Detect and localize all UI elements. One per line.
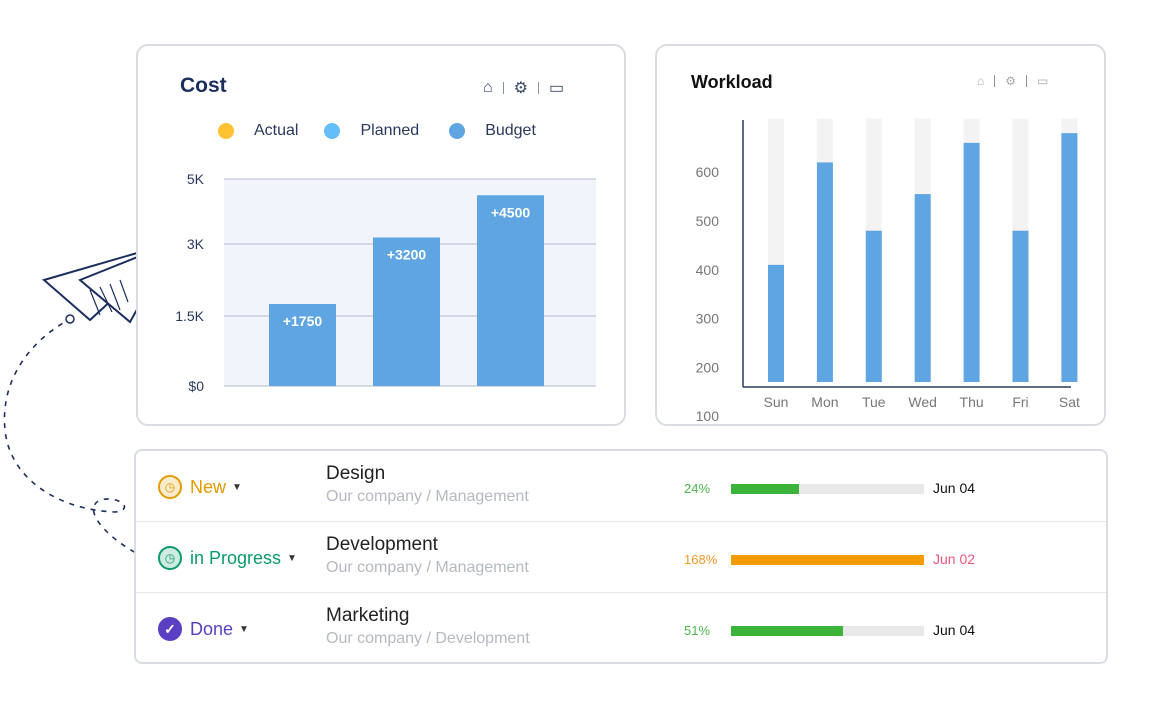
home-icon[interactable]: ⌂ [977, 74, 985, 88]
clock-icon: ◷ [158, 546, 182, 570]
task-path: Our company / Development [326, 630, 530, 647]
progress-bar [731, 555, 924, 565]
caret-down-icon: ▼ [239, 623, 249, 635]
status-label: New [190, 476, 227, 497]
status-label: Done [190, 618, 234, 639]
y-tick-label: 1.5K [175, 308, 204, 324]
y-tick-label: 3K [187, 236, 205, 252]
check-icon: ✓ [158, 617, 182, 641]
x-tick-label: Sun [764, 394, 789, 410]
cost-bar [269, 304, 336, 386]
wallet-icon[interactable]: ▭ [549, 80, 565, 97]
workload-bar [1061, 133, 1078, 382]
progress-percent: 168% [684, 552, 718, 567]
y-tick-label: 500 [696, 213, 720, 229]
wallet-icon[interactable]: ▭ [1037, 74, 1049, 88]
workload-toolbar: ⌂ ⚙ ▭ [977, 74, 1048, 88]
gear-icon[interactable]: ⚙ [1005, 74, 1017, 88]
x-tick-label: Sat [1059, 394, 1080, 410]
workload-bar [1012, 230, 1029, 382]
status-dropdown[interactable]: ◷ New ▼ [158, 475, 242, 499]
progress-percent: 24% [684, 481, 711, 496]
task-path: Our company / Management [326, 488, 529, 505]
workload-bar [914, 194, 931, 382]
legend-label: Actual [254, 122, 299, 139]
x-tick-label: Tue [862, 394, 886, 410]
legend-label: Budget [485, 122, 536, 139]
bar-data-label: +3200 [387, 247, 427, 263]
clock-icon: ◷ [158, 475, 182, 499]
cost-card: Cost ⌂ ⚙ ▭ Actual Planned Budget $0 1.5K 3… [136, 44, 626, 426]
cost-toolbar: ⌂ ⚙ ▭ [483, 78, 564, 98]
cost-bar [477, 195, 544, 386]
legend-dot-actual [218, 123, 234, 139]
task-name[interactable]: Design [326, 463, 386, 484]
status-dropdown[interactable]: ◷ in Progress ▼ [158, 546, 297, 570]
y-tick-label: 600 [696, 164, 720, 180]
y-tick-label: 5K [187, 171, 205, 187]
due-date: Jun 02 [933, 551, 976, 567]
x-tick-label: Fri [1012, 394, 1028, 410]
progress-percent: 51% [684, 623, 711, 638]
bar-data-label: +4500 [491, 204, 531, 220]
y-tick-label: 100 [696, 408, 720, 424]
workload-bar [865, 230, 882, 382]
bar-data-label: +1750 [283, 313, 323, 329]
y-tick-label: $0 [188, 378, 204, 394]
progress-fill [731, 555, 924, 565]
progress-bar [731, 626, 924, 636]
caret-down-icon: ▼ [232, 481, 242, 493]
progress-fill [731, 484, 799, 494]
x-tick-label: Mon [811, 394, 838, 410]
workload-card: Workload ⌂ ⚙ ▭ 100 200 300 400 500 600 Sun Mon T… [655, 44, 1106, 426]
task-table: ◷ New ▼ Design Our company / Management … [134, 449, 1108, 664]
cost-bar [373, 237, 440, 386]
status-dropdown[interactable]: ✓ Done ▼ [158, 617, 249, 641]
workload-chart: 100 200 300 400 500 600 Sun Mon Tue Wed Thu Fri Sat [696, 118, 1080, 424]
y-tick-label: 200 [696, 359, 720, 375]
cost-chart: $0 1.5K 3K 5K +1750 +3200 +4500 [175, 171, 596, 394]
legend-label: Planned [360, 122, 420, 139]
caret-down-icon: ▼ [287, 552, 297, 564]
y-tick-label: 400 [696, 262, 720, 278]
task-row[interactable]: ◷ in Progress ▼ Development Our company … [136, 522, 1106, 593]
task-row[interactable]: ◷ New ▼ Design Our company / Management … [136, 451, 1106, 522]
legend-dot-budget [449, 123, 466, 139]
task-row[interactable]: ✓ Done ▼ Marketing Our company / Develop… [136, 593, 1106, 664]
legend-dot-planned [324, 123, 341, 139]
task-path: Our company / Management [326, 559, 529, 576]
cost-legend: Actual Planned Budget [218, 122, 562, 140]
progress-bar [731, 484, 924, 494]
y-tick-label: 300 [696, 311, 720, 327]
workload-bar [816, 162, 833, 382]
workload-bar [768, 264, 784, 382]
home-icon[interactable]: ⌂ [483, 79, 493, 96]
task-name[interactable]: Development [326, 534, 438, 555]
status-label: in Progress [190, 547, 282, 568]
task-name[interactable]: Marketing [326, 605, 410, 626]
gear-icon[interactable]: ⚙ [513, 80, 529, 97]
cost-title: Cost [180, 74, 227, 97]
progress-fill [731, 626, 843, 636]
workload-title: Workload [691, 72, 773, 92]
x-tick-label: Thu [960, 394, 984, 410]
workload-bar [963, 142, 980, 382]
x-tick-label: Wed [908, 394, 937, 410]
due-date: Jun 04 [933, 480, 976, 496]
due-date: Jun 04 [933, 622, 976, 638]
